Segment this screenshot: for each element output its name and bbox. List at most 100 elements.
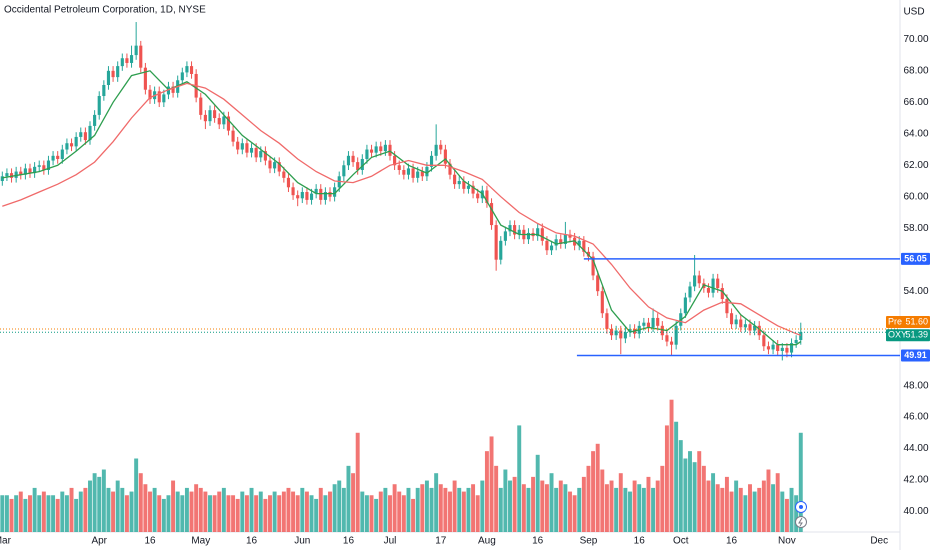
volume-bar bbox=[535, 454, 540, 532]
volume-bar bbox=[678, 440, 683, 532]
candle-body bbox=[328, 192, 332, 197]
x-tick-label: Aug bbox=[478, 536, 496, 547]
volume-bar bbox=[494, 465, 499, 532]
candle-body bbox=[5, 173, 9, 177]
candle-body bbox=[466, 185, 471, 189]
candle-body bbox=[171, 86, 175, 93]
candle-body bbox=[393, 155, 397, 166]
volume-bar bbox=[175, 491, 180, 532]
candle-body bbox=[591, 256, 595, 276]
candle-body bbox=[411, 168, 415, 178]
volume-bar bbox=[757, 487, 762, 532]
volume-bar bbox=[614, 487, 619, 532]
candle-body bbox=[166, 86, 171, 95]
volume-bar bbox=[304, 491, 309, 532]
candle-body bbox=[282, 171, 286, 178]
candle-body bbox=[476, 193, 480, 199]
volume-bar bbox=[235, 498, 240, 532]
volume-bar bbox=[771, 484, 776, 532]
x-tick-label: 17 bbox=[435, 536, 447, 547]
volume-bar bbox=[531, 476, 536, 532]
candle-body bbox=[23, 168, 27, 175]
candle-body bbox=[771, 344, 775, 350]
candle-body bbox=[83, 132, 87, 141]
volume-bar bbox=[134, 458, 139, 532]
y-tick-label: 62.00 bbox=[903, 160, 928, 171]
x-tick-label: 16 bbox=[532, 536, 544, 547]
candle-body bbox=[245, 143, 249, 153]
candle-body bbox=[683, 297, 687, 314]
candle-body bbox=[785, 347, 789, 353]
y-tick-label: 42.00 bbox=[903, 475, 928, 486]
volume-bar bbox=[720, 487, 725, 532]
x-tick-label: Dec bbox=[870, 536, 888, 547]
volume-bar bbox=[309, 495, 314, 532]
volume-bar bbox=[226, 495, 231, 532]
candle-body bbox=[706, 288, 711, 293]
candle-body bbox=[333, 187, 337, 197]
candle-body bbox=[42, 165, 46, 170]
volume-bar bbox=[457, 487, 462, 532]
candle-body bbox=[305, 192, 309, 200]
candle-body bbox=[453, 174, 457, 185]
volume-bar bbox=[120, 487, 125, 532]
volume-bar bbox=[540, 480, 545, 532]
candle-body bbox=[725, 299, 729, 314]
candle-body bbox=[0, 176, 4, 182]
y-tick-label: 40.00 bbox=[903, 506, 928, 517]
volume-bar bbox=[161, 498, 166, 532]
candle-body bbox=[554, 239, 558, 246]
y-tick-label: 48.00 bbox=[903, 380, 928, 391]
volume-bar bbox=[392, 484, 397, 532]
volume-bar bbox=[369, 495, 374, 532]
volume-bar bbox=[388, 495, 392, 532]
candle-body bbox=[273, 162, 277, 169]
volume-bar bbox=[9, 498, 14, 532]
candle-body bbox=[203, 114, 207, 122]
candle-body bbox=[711, 278, 715, 293]
volume-bar bbox=[554, 487, 559, 532]
volume-bar bbox=[424, 480, 429, 532]
candle-body bbox=[429, 155, 434, 167]
candle-body bbox=[120, 58, 124, 67]
volume-bar bbox=[106, 487, 111, 532]
volume-bar bbox=[180, 495, 185, 532]
candle-body bbox=[439, 144, 443, 150]
volume-bar bbox=[314, 498, 319, 532]
candle-body bbox=[799, 332, 803, 340]
volume-bar bbox=[258, 491, 263, 532]
volume-bar bbox=[766, 469, 771, 532]
volume-bar bbox=[198, 487, 203, 532]
volume-bar bbox=[568, 491, 572, 532]
candle-body bbox=[485, 190, 489, 204]
candle-body bbox=[628, 328, 632, 333]
volume-bar bbox=[157, 495, 162, 532]
price-label-box bbox=[886, 329, 930, 342]
level-label: 49.91 bbox=[904, 350, 927, 360]
candle-body bbox=[753, 325, 757, 331]
candle-body bbox=[240, 143, 244, 150]
volume-bar bbox=[383, 487, 388, 532]
candle-body bbox=[236, 141, 240, 150]
candle-body bbox=[559, 239, 563, 244]
candle-body bbox=[157, 91, 161, 103]
candle-body bbox=[397, 165, 401, 170]
candle-body bbox=[508, 225, 512, 232]
volume-bar bbox=[734, 480, 739, 532]
volume-bar bbox=[129, 491, 134, 532]
volume-bar bbox=[286, 487, 291, 532]
volume-bar bbox=[724, 476, 729, 532]
candle-body bbox=[51, 155, 55, 161]
candle-body bbox=[600, 291, 604, 314]
x-tick-label: May bbox=[191, 536, 210, 547]
volume-bar bbox=[14, 495, 19, 532]
candle-body bbox=[720, 288, 724, 300]
candle-body bbox=[222, 116, 226, 125]
x-tick-label: 16 bbox=[634, 536, 646, 547]
volume-bar bbox=[595, 443, 600, 532]
candle-body bbox=[356, 162, 360, 170]
volume-bar bbox=[203, 491, 208, 532]
x-tick-label: 16 bbox=[343, 536, 355, 547]
volume-bar bbox=[420, 484, 425, 532]
candle-body bbox=[513, 225, 517, 235]
